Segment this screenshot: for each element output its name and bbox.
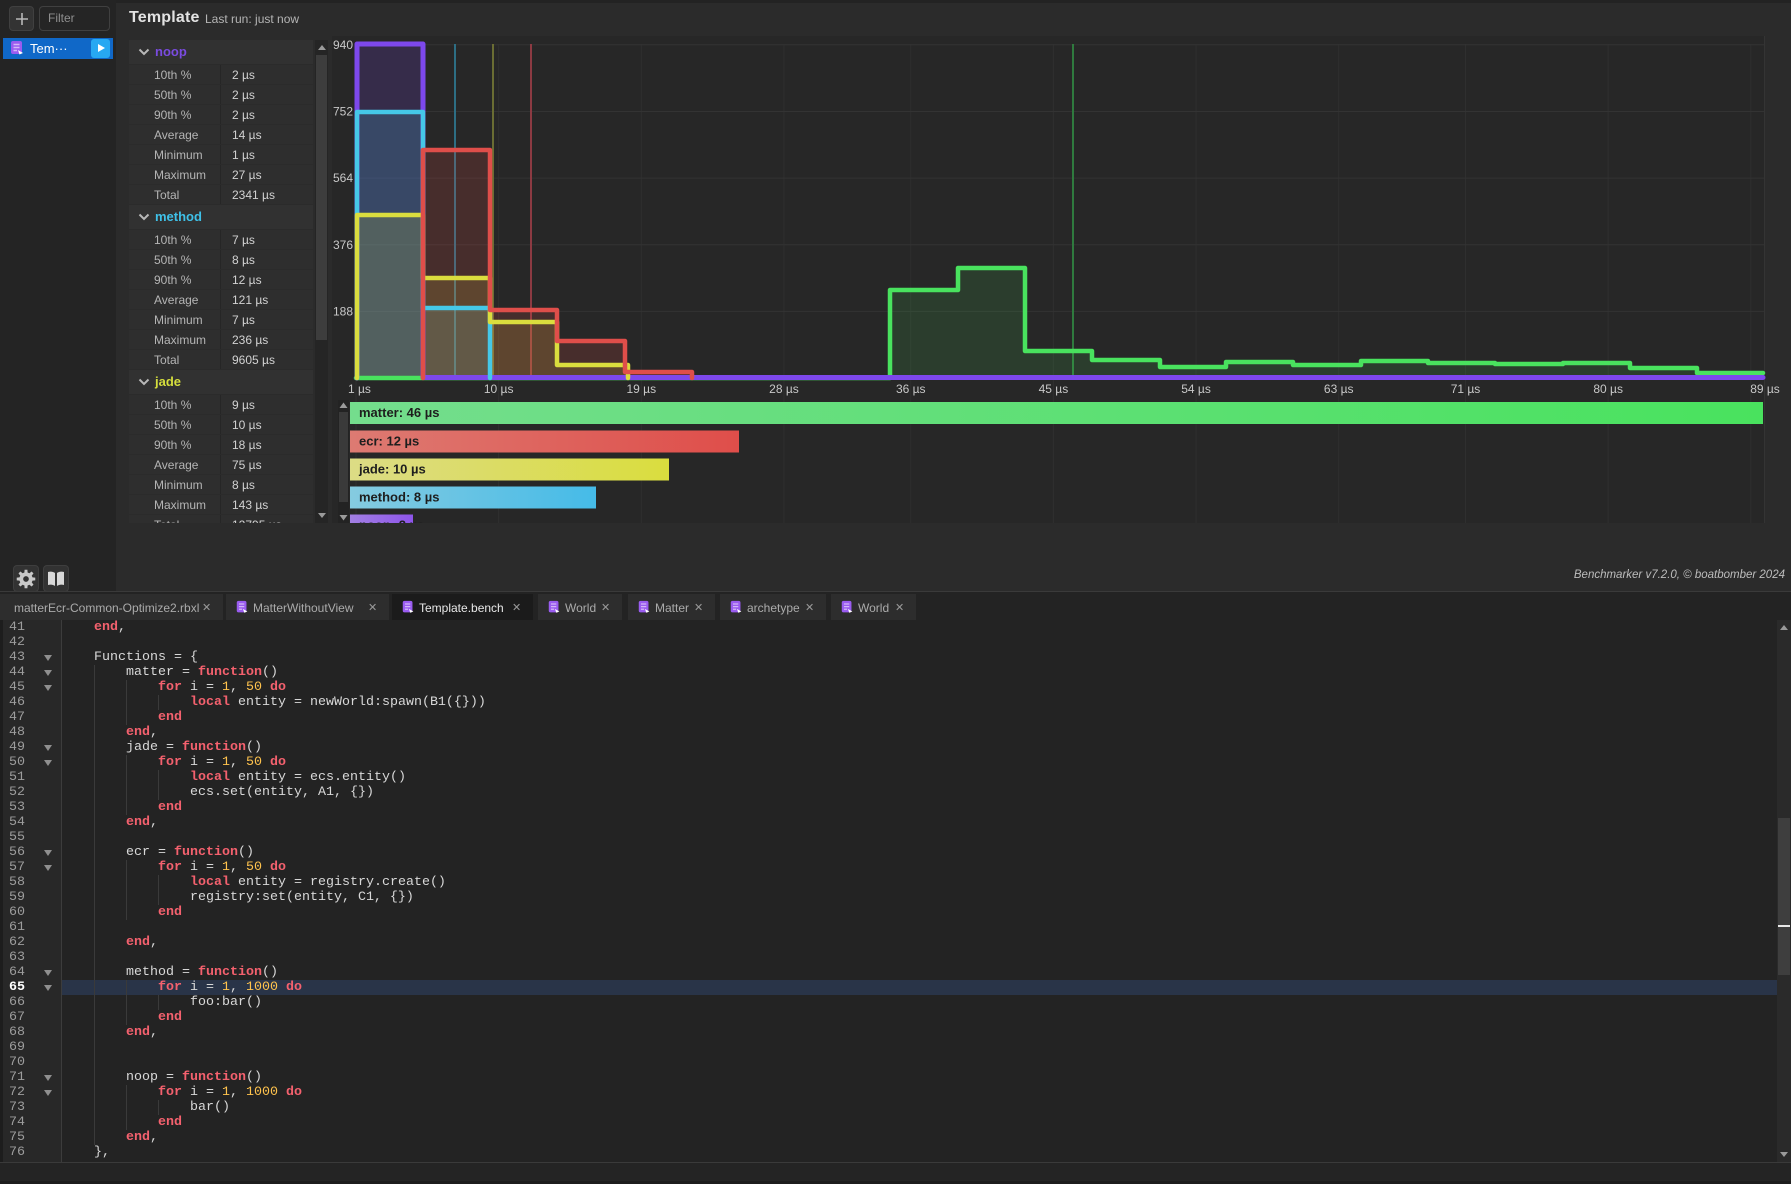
svg-text:matter: 46 µs: matter: 46 µs	[359, 405, 439, 420]
svg-text:752: 752	[333, 105, 353, 119]
svg-text:noop: 2 µs: noop: 2 µs	[359, 518, 424, 524]
svg-text:188: 188	[333, 304, 353, 318]
svg-text:19 µs: 19 µs	[626, 382, 656, 396]
svg-text:1 µs: 1 µs	[348, 382, 371, 396]
svg-text:jade: 10 µs: jade: 10 µs	[358, 462, 426, 477]
svg-text:376: 376	[333, 238, 353, 252]
svg-text:10 µs: 10 µs	[484, 382, 514, 396]
svg-text:564: 564	[333, 171, 353, 185]
svg-text:54 µs: 54 µs	[1181, 382, 1211, 396]
svg-text:71 µs: 71 µs	[1451, 382, 1481, 396]
svg-text:940: 940	[333, 38, 353, 52]
svg-text:method: 8 µs: method: 8 µs	[359, 490, 439, 505]
svg-text:45 µs: 45 µs	[1039, 382, 1069, 396]
svg-text:80 µs: 80 µs	[1593, 382, 1623, 396]
svg-text:ecr: 12 µs: ecr: 12 µs	[359, 434, 419, 449]
svg-text:36 µs: 36 µs	[896, 382, 926, 396]
svg-text:28 µs: 28 µs	[769, 382, 799, 396]
svg-text:89 µs: 89 µs	[1750, 382, 1780, 396]
svg-text:63 µs: 63 µs	[1324, 382, 1354, 396]
